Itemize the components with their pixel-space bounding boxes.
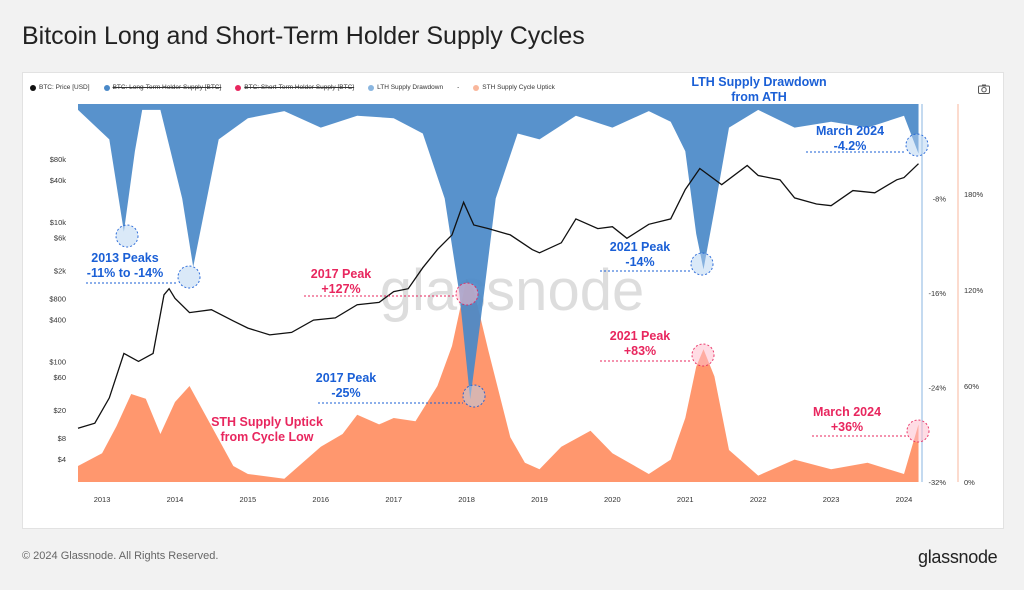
left-tick-label: $4 bbox=[58, 455, 66, 464]
annotation-lth-ath-line: LTH Supply Drawdown bbox=[691, 75, 826, 89]
annotation-lth-ath-line: from ATH bbox=[731, 90, 787, 104]
legend-item-sth-uptick[interactable]: STH Supply Cycle Uptick bbox=[473, 84, 555, 91]
legend-dot-icon bbox=[30, 84, 36, 91]
price-line bbox=[77, 163, 919, 429]
sth-uptick-area bbox=[78, 278, 919, 482]
legend-dot-icon bbox=[368, 84, 375, 91]
x-tick-label: 2024 bbox=[896, 495, 913, 504]
lth-drawdown-area bbox=[78, 104, 919, 400]
lth-2021-peak-marker bbox=[690, 252, 714, 276]
legend-item-separator: - bbox=[457, 84, 460, 91]
watermark: glassnode bbox=[380, 258, 644, 323]
mid-tick-label: -24% bbox=[928, 384, 946, 393]
left-tick-label: $8 bbox=[58, 434, 66, 443]
mid-tick-label: -8% bbox=[933, 195, 947, 204]
x-tick-label: 2021 bbox=[677, 495, 694, 504]
left-tick-label: $60 bbox=[53, 373, 66, 382]
lth-2024-marker bbox=[905, 133, 929, 157]
left-tick-label: $2k bbox=[54, 267, 66, 276]
left-tick-label: $40k bbox=[50, 176, 67, 185]
right-tick-label: 120% bbox=[964, 286, 984, 295]
sth-2024-marker bbox=[906, 419, 930, 443]
annotation-sth-uptick-line: from Cycle Low bbox=[220, 430, 313, 444]
annotation-p2021-sth-line: +83% bbox=[624, 344, 656, 358]
annotation-sth-uptick-line: STH Supply Uptick bbox=[211, 415, 323, 429]
annotation-p2021-sth-line: 2021 Peak bbox=[610, 329, 671, 343]
annotation-p2017-lth-line: -25% bbox=[331, 386, 360, 400]
annotation-m24-lth-line: -4.2% bbox=[834, 139, 867, 153]
legend: BTC: Price [USD] BTC: Long-Term Holder S… bbox=[30, 84, 555, 91]
x-tick-label: 2023 bbox=[823, 495, 840, 504]
x-tick-label: 2019 bbox=[531, 495, 548, 504]
camera-icon[interactable] bbox=[978, 84, 990, 94]
chart-title: Bitcoin Long and Short-Term Holder Suppl… bbox=[22, 22, 585, 50]
glassnode-logo: glassnode bbox=[918, 547, 998, 567]
legend-dot-icon bbox=[473, 84, 480, 91]
lth-2013-peak-marker bbox=[115, 224, 139, 248]
x-tick-label: 2017 bbox=[385, 495, 402, 504]
x-tick-label: 2016 bbox=[312, 495, 329, 504]
annotation-m24-lth-line: March 2024 bbox=[816, 124, 884, 138]
left-tick-label: $400 bbox=[49, 315, 66, 324]
lth-2017-peak-marker bbox=[462, 384, 486, 408]
left-tick-label: $10k bbox=[50, 218, 67, 227]
copyright-text: © 2024 Glassnode. All Rights Reserved. bbox=[22, 550, 219, 562]
x-tick-label: 2014 bbox=[167, 495, 184, 504]
left-tick-label: $800 bbox=[49, 294, 66, 303]
sth-2017-peak-marker bbox=[455, 282, 479, 306]
right-tick-label: 180% bbox=[964, 190, 984, 199]
annotation-m24-sth-line: March 2024 bbox=[813, 405, 881, 419]
x-tick-label: 2020 bbox=[604, 495, 621, 504]
sth-2021-peak-marker bbox=[691, 343, 715, 367]
legend-item-price[interactable]: BTC: Price [USD] bbox=[30, 84, 90, 91]
annotation-p2021-lth-line: 2021 Peak bbox=[610, 240, 671, 254]
annotation-p2013-line: 2013 Peaks bbox=[91, 251, 158, 265]
left-tick-label: $20 bbox=[53, 406, 66, 415]
mid-tick-label: -16% bbox=[928, 289, 946, 298]
left-tick-label: $100 bbox=[49, 357, 66, 366]
annotation-p2017-sth-line: 2017 Peak bbox=[311, 267, 372, 281]
legend-item-lth-supply[interactable]: BTC: Long-Term Holder Supply [BTC] bbox=[103, 84, 221, 91]
right-tick-label: 60% bbox=[964, 382, 979, 391]
legend-dot-icon bbox=[103, 84, 110, 91]
annotation-p2017-sth-line: +127% bbox=[321, 282, 360, 296]
x-tick-label: 2013 bbox=[94, 495, 111, 504]
left-tick-label: $80k bbox=[50, 155, 67, 164]
annotation-p2013-line: -11% to -14% bbox=[87, 266, 163, 280]
legend-item-sth-supply[interactable]: BTC: Short-Term Holder Supply [BTC] bbox=[235, 84, 354, 91]
annotation-m24-sth-line: +36% bbox=[831, 420, 863, 434]
annotation-p2021-lth-line: -14% bbox=[625, 255, 654, 269]
right-tick-label: 0% bbox=[964, 478, 975, 487]
lth-2014-peak-marker bbox=[177, 265, 201, 289]
legend-item-lth-drawdown[interactable]: LTH Supply Drawdown bbox=[368, 84, 443, 91]
annotation-p2017-lth-line: 2017 Peak bbox=[316, 371, 377, 385]
x-tick-label: 2018 bbox=[458, 495, 475, 504]
x-tick-label: 2015 bbox=[240, 495, 257, 504]
x-tick-label: 2022 bbox=[750, 495, 767, 504]
left-tick-label: $6k bbox=[54, 233, 66, 242]
mid-tick-label: -32% bbox=[928, 478, 946, 487]
legend-dot-icon bbox=[235, 84, 242, 91]
